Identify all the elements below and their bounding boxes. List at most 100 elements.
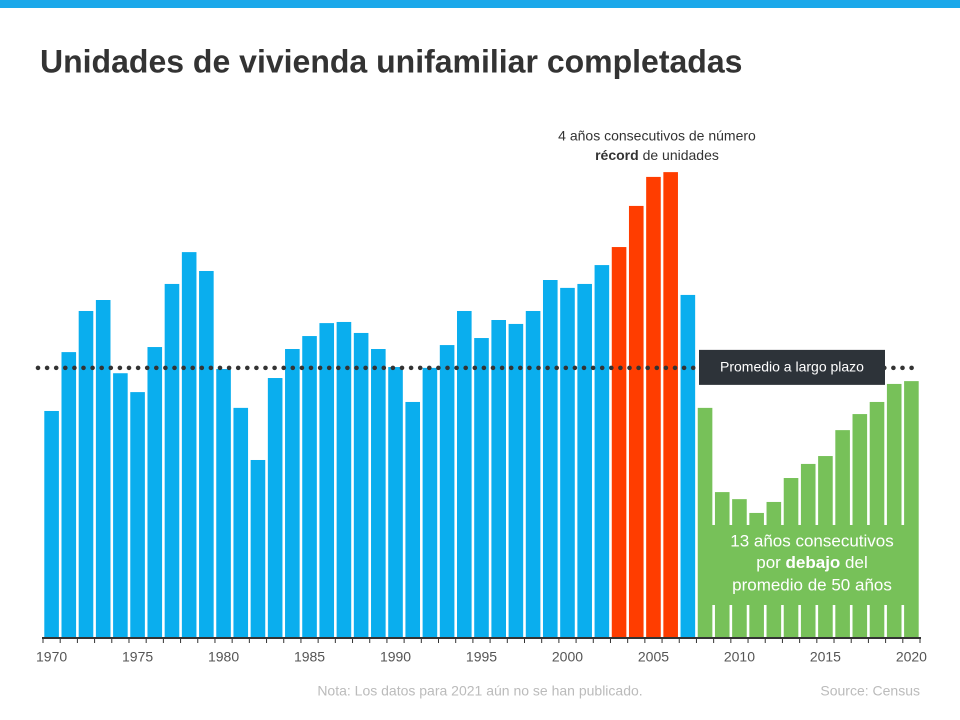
x-tick-label: 2000 xyxy=(552,649,583,665)
reference-dot xyxy=(654,365,660,371)
reference-dot xyxy=(281,365,287,371)
reference-dot xyxy=(490,365,496,371)
x-tick-label: 2005 xyxy=(638,649,669,665)
bar xyxy=(113,373,128,638)
bar xyxy=(319,323,335,638)
reference-dot xyxy=(135,365,141,371)
reference-dot xyxy=(645,365,650,371)
reference-dot xyxy=(417,365,423,371)
bar xyxy=(422,367,438,638)
reference-dot xyxy=(299,365,305,371)
bar xyxy=(199,270,214,638)
reference-dot xyxy=(44,365,50,371)
bar xyxy=(388,367,403,638)
bar xyxy=(336,321,352,638)
reference-dot xyxy=(499,365,505,371)
x-tick-label: 1970 xyxy=(36,649,67,665)
reference-dot xyxy=(317,365,323,371)
reference-dot xyxy=(72,365,77,371)
bar xyxy=(233,407,249,638)
annotation-text: de unidades xyxy=(639,147,719,163)
reference-dot xyxy=(590,365,596,371)
reference-dot xyxy=(272,365,277,371)
reference-dot xyxy=(563,365,569,371)
x-tick-label: 2020 xyxy=(896,649,927,665)
bar xyxy=(61,352,77,638)
bar xyxy=(680,294,696,638)
reference-dot xyxy=(254,365,259,371)
bar xyxy=(164,283,180,638)
reference-dot xyxy=(99,365,104,371)
reference-dot xyxy=(290,365,296,371)
reference-dot xyxy=(554,365,559,371)
reference-dot xyxy=(481,365,487,371)
x-tick-label: 1980 xyxy=(208,649,239,665)
reference-dot xyxy=(463,365,469,371)
reference-dot xyxy=(199,365,205,371)
reference-dot xyxy=(690,365,696,371)
bar xyxy=(147,347,163,638)
bar xyxy=(181,252,197,638)
bar xyxy=(457,310,472,638)
reference-dot xyxy=(336,365,341,371)
bar xyxy=(594,265,610,638)
reference-dot xyxy=(90,365,95,371)
reference-dot xyxy=(572,365,578,371)
reference-dot xyxy=(627,365,632,371)
reference-dot xyxy=(163,365,168,371)
reference-dot xyxy=(117,365,123,371)
bar xyxy=(542,280,558,638)
reference-dot xyxy=(263,365,268,371)
reference-dot xyxy=(235,365,241,371)
bar xyxy=(95,300,111,638)
annotation: por debajo del xyxy=(756,553,868,572)
annotation-bold: récord xyxy=(595,147,639,163)
x-tick-label: 2015 xyxy=(810,649,841,665)
reference-dot xyxy=(681,365,687,371)
top-stripe xyxy=(0,0,960,8)
reference-dot xyxy=(217,365,223,371)
annotation-bold: debajo xyxy=(786,553,841,572)
reference-dot xyxy=(609,365,614,371)
bar xyxy=(285,349,300,638)
reference-dot xyxy=(381,365,387,371)
annotation: 13 años consecutivos xyxy=(730,531,894,550)
x-tick-label: 1975 xyxy=(122,649,153,665)
annotation: récord de unidades xyxy=(595,147,719,163)
bar xyxy=(371,349,386,638)
reference-dot xyxy=(308,365,314,371)
reference-dot xyxy=(581,365,587,371)
bar xyxy=(474,338,489,638)
reference-dot xyxy=(445,365,450,371)
bar xyxy=(216,369,231,638)
reference-dot xyxy=(35,365,41,371)
reference-dot xyxy=(190,365,195,371)
bar xyxy=(577,283,592,638)
reference-dot xyxy=(900,365,905,371)
reference-dot xyxy=(436,365,441,371)
source: Source: Census xyxy=(820,683,920,699)
reference-dot xyxy=(345,365,350,371)
bar xyxy=(439,345,455,638)
bar xyxy=(250,459,266,638)
bar xyxy=(405,401,421,638)
x-tick-label: 1990 xyxy=(380,649,411,665)
chart-title: Unidades de vivienda unifamiliar complet… xyxy=(40,43,742,79)
reference-dot xyxy=(518,365,523,371)
reference-dot xyxy=(399,365,405,371)
bar xyxy=(646,176,661,638)
annotation: promedio de 50 años xyxy=(732,575,892,594)
bar xyxy=(267,378,283,638)
bar xyxy=(353,332,369,638)
bar xyxy=(628,205,644,638)
plot: 1970 1975 1980 1985 1990 1995 2000 2005 2010 2015… xyxy=(35,172,927,665)
reference-label-box xyxy=(699,349,885,385)
reference-dot xyxy=(891,365,896,371)
reference-dot xyxy=(108,365,114,371)
reference-dot xyxy=(144,365,150,371)
bar xyxy=(508,323,524,638)
bar xyxy=(302,336,317,638)
reference-dot xyxy=(909,365,914,371)
reference-dot xyxy=(618,365,623,371)
